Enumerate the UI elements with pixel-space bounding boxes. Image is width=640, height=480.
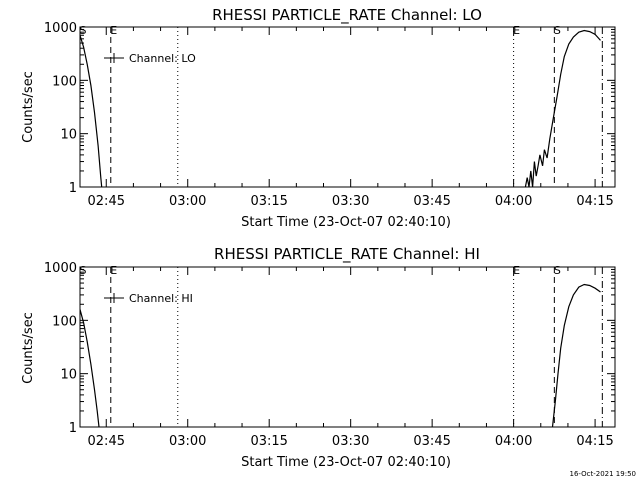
panel-lo-event-marker-label: E: [513, 24, 520, 37]
panel-hi-legend-label: Channel: HI: [129, 292, 193, 305]
panel-hi-event-marker-label: E: [110, 264, 117, 277]
panel-hi-y-tick-label: 1: [69, 421, 77, 436]
panel-hi-x-tick-label: 04:15: [576, 434, 613, 449]
panel-hi-x-tick-label: 03:30: [332, 434, 369, 449]
panel-lo-y-tick-label: 1: [69, 181, 77, 196]
panel-hi-event-marker-label: S: [554, 264, 561, 277]
panel-lo-title: RHESSI PARTICLE_RATE Channel: LO: [212, 6, 482, 25]
panel-hi-title: RHESSI PARTICLE_RATE Channel: HI: [214, 245, 480, 264]
panel-hi-xlabel: Start Time (23-Oct-07 02:40:10): [241, 455, 451, 470]
panel-hi-x-tick-label: 03:45: [413, 434, 450, 449]
panel-lo-x-tick-label: 03:45: [413, 194, 450, 209]
panel-hi-y-tick-label: 100: [52, 314, 77, 329]
panel-lo-y-tick-label: 1000: [44, 21, 77, 36]
panel-hi-y-tick-label: 1000: [44, 261, 77, 276]
panel-lo-x-tick-label: 03:30: [332, 194, 369, 209]
panel-hi-event-marker-label: S: [80, 264, 87, 277]
panel-hi-x-tick-label: 02:45: [88, 434, 125, 449]
panel-lo-x-tick-label: 03:00: [169, 194, 206, 209]
panel-lo-y-tick-label: 10: [60, 128, 77, 143]
panel-lo-series-line: [524, 29, 601, 187]
panel-lo: RHESSI PARTICLE_RATE Channel: LO Counts/…: [21, 6, 616, 230]
panel-lo-ylabel: Counts/sec: [21, 71, 36, 143]
panel-hi-ylabel: Counts/sec: [21, 312, 36, 384]
panel-lo-x-tick-label: 03:15: [250, 194, 287, 209]
panel-lo-plot-area: 1 10 100 1000 02:45 03:00 03:15 03:30 03:45 04:00…: [44, 21, 616, 209]
panel-lo-legend-label: Channel: LO: [129, 52, 196, 65]
panel-hi-series-line: [80, 309, 100, 427]
panel-hi-series-line: [551, 283, 601, 427]
panel-lo-event-marker-label: S: [554, 24, 561, 37]
panel-lo-x-tick-label: 02:45: [88, 194, 125, 209]
panel-lo-x-tick-label: 04:15: [576, 194, 613, 209]
panel-hi-x-tick-label: 03:00: [169, 434, 206, 449]
panel-lo-x-tick-label: 04:00: [495, 194, 532, 209]
panel-hi-x-tick-label: 04:00: [495, 434, 532, 449]
panel-lo-event-marker-label: S: [80, 24, 87, 37]
panel-hi-plot-area: 1 10 100 1000 02:45 03:00 03:15 03:30 03:45 04:00…: [44, 261, 616, 449]
panel-hi: RHESSI PARTICLE_RATE Channel: HI Counts/…: [21, 245, 616, 470]
panel-lo-y-tick-label: 100: [52, 74, 77, 89]
panel-hi-y-tick-label: 10: [60, 368, 77, 383]
footer-timestamp: 16-Oct-2021 19:50: [570, 470, 636, 478]
panel-lo-xlabel: Start Time (23-Oct-07 02:40:10): [241, 215, 451, 230]
panel-hi-x-tick-label: 03:15: [250, 434, 287, 449]
panel-lo-event-marker-label: E: [110, 24, 117, 37]
panel-lo-series-line: [80, 35, 103, 187]
panel-hi-event-marker-label: E: [513, 264, 520, 277]
